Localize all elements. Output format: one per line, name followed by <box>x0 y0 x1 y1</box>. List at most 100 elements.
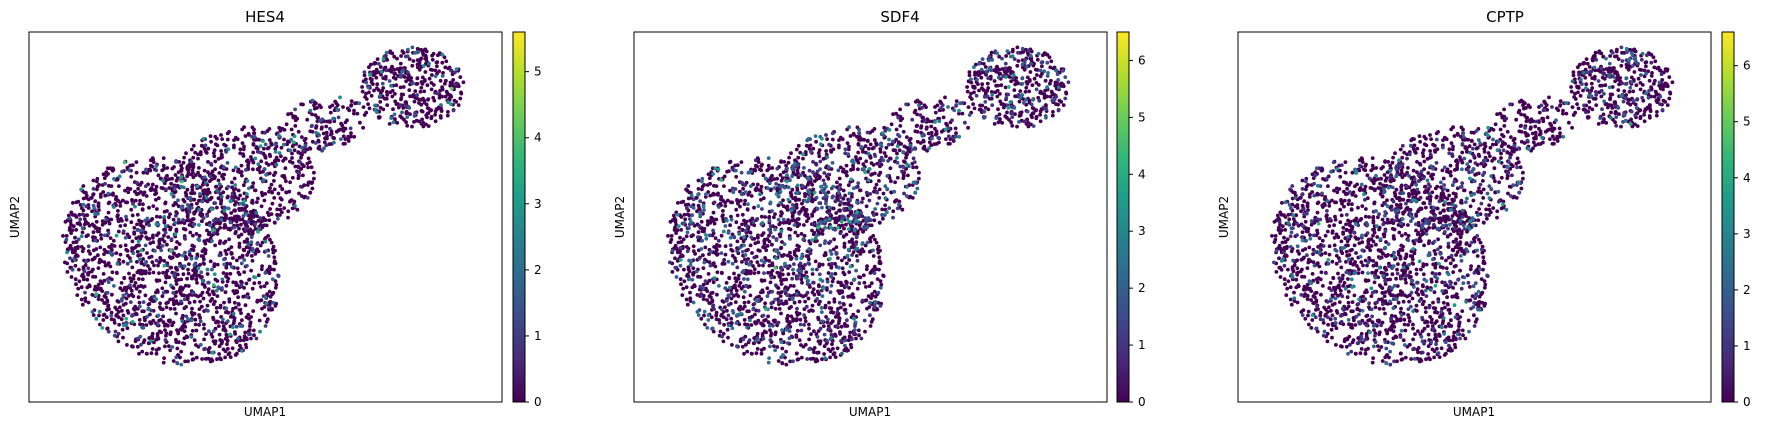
scatter-point <box>144 168 148 173</box>
scatter-point <box>84 204 89 209</box>
scatter-point <box>459 91 464 96</box>
scatter-point <box>1049 59 1054 64</box>
scatter-point <box>112 177 116 181</box>
scatter-point <box>203 248 208 253</box>
scatter-point <box>262 284 267 289</box>
scatter-point <box>678 235 682 240</box>
scatter-point <box>766 290 771 295</box>
scatter-point <box>170 176 175 181</box>
scatter-point <box>186 267 190 272</box>
scatter-point <box>205 192 210 197</box>
scatter-point <box>674 231 678 236</box>
scatter-point <box>182 336 187 341</box>
scatter-point <box>821 324 826 328</box>
scatter-point <box>257 137 262 142</box>
scatter-point <box>178 264 182 269</box>
scatter-point <box>246 250 251 255</box>
scatter-point <box>803 173 807 178</box>
scatter-point <box>290 151 294 156</box>
scatter-point <box>323 136 327 141</box>
scatter-point <box>259 204 264 209</box>
scatter-point <box>125 326 130 331</box>
scatter-point <box>215 205 219 210</box>
scatter-point <box>171 217 176 222</box>
scatter-point <box>985 94 990 99</box>
scatter-point <box>907 138 912 143</box>
scatter-point <box>777 222 782 227</box>
scatter-point <box>735 213 740 218</box>
scatter-point <box>101 190 106 194</box>
scatter-point <box>210 335 215 339</box>
scatter-point <box>138 190 143 194</box>
scatter-point <box>184 151 188 156</box>
scatter-point <box>225 319 230 324</box>
scatter-point <box>868 142 873 147</box>
scatter-point <box>716 238 721 243</box>
scatter-point <box>1018 89 1023 93</box>
scatter-point <box>307 160 312 165</box>
scatter-point <box>125 232 130 237</box>
scatter-point <box>803 263 807 267</box>
scatter-point <box>458 96 463 101</box>
scatter-point <box>322 140 327 145</box>
scatter-point <box>135 228 140 233</box>
scatter-point <box>242 286 247 290</box>
scatter-point <box>221 172 226 177</box>
scatter-point <box>279 154 283 159</box>
scatter-point <box>296 150 301 155</box>
scatter-point <box>723 305 727 310</box>
scatter-point <box>301 102 305 107</box>
scatter-point <box>977 107 982 112</box>
scatter-point <box>123 188 127 193</box>
scatter-point <box>877 259 882 263</box>
scatter-point <box>779 266 783 271</box>
scatter-point <box>858 252 863 256</box>
scatter-point <box>75 293 80 297</box>
scatter-point <box>726 303 731 307</box>
scatter-point <box>293 114 298 119</box>
scatter-point <box>869 235 873 240</box>
scatter-point <box>185 203 190 207</box>
scatter-point <box>848 303 853 308</box>
scatter-point <box>97 313 101 318</box>
scatter-point <box>195 252 200 257</box>
scatter-point <box>863 329 867 334</box>
scatter-point <box>280 187 285 192</box>
scatter-point <box>375 57 380 61</box>
scatter-point <box>994 69 999 74</box>
scatter-point <box>728 159 733 164</box>
scatter-point <box>742 304 747 309</box>
scatter-point <box>135 249 140 254</box>
scatter-point <box>798 322 803 327</box>
scatter-point <box>205 228 209 233</box>
scatter-point <box>779 213 783 218</box>
scatter-point <box>286 209 291 214</box>
scatter-point <box>868 271 873 275</box>
scatter-point <box>790 214 795 219</box>
scatter-point <box>69 231 73 236</box>
scatter-point <box>737 307 742 312</box>
scatter-point <box>329 131 334 136</box>
scatter-point <box>267 271 272 276</box>
scatter-point <box>130 213 135 218</box>
scatter-point <box>787 155 791 160</box>
scatter-point <box>997 54 1002 59</box>
scatter-point <box>842 272 847 277</box>
scatter-point <box>875 277 880 281</box>
scatter-point <box>685 249 690 254</box>
scatter-point <box>854 254 859 258</box>
scatter-point <box>182 293 186 298</box>
scatter-point <box>314 126 318 130</box>
scatter-point <box>247 328 252 332</box>
scatter-point <box>110 292 114 297</box>
scatter-point <box>1029 57 1034 61</box>
scatter-point <box>740 181 744 185</box>
scatter-point <box>206 160 210 164</box>
scatter-point <box>779 159 783 164</box>
scatter-point <box>154 222 159 227</box>
scatter-point <box>752 237 757 241</box>
scatter-point <box>714 310 719 315</box>
scatter-point <box>404 109 409 114</box>
scatter-point <box>357 101 362 106</box>
scatter-point <box>742 218 746 223</box>
